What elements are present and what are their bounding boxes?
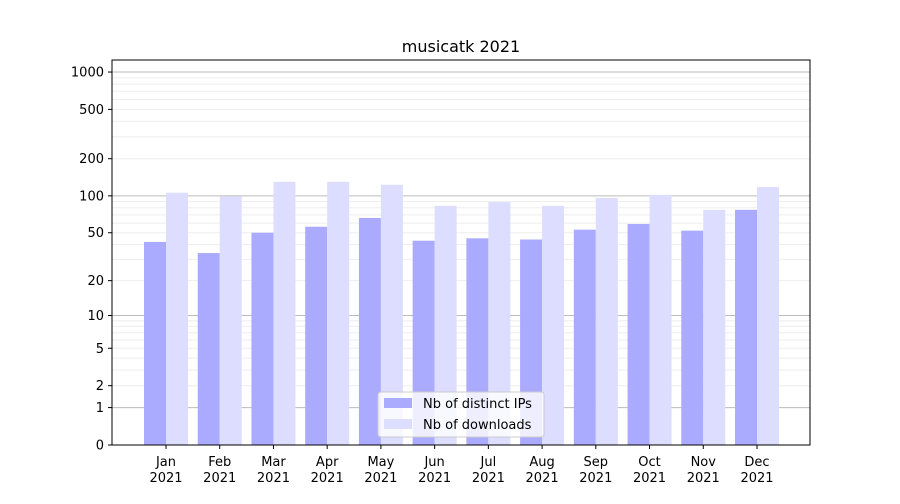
x-tick-label: Nov (691, 455, 717, 470)
chart-title: musicatk 2021 (402, 37, 520, 56)
x-tick-label: 2021 (687, 471, 720, 486)
bar-distinct-ips (681, 230, 704, 445)
bar-downloads (595, 198, 618, 445)
y-tick-label: 1000 (71, 66, 104, 81)
x-tick-label: 2021 (257, 471, 290, 486)
x-tick-label: Dec (744, 455, 769, 470)
y-tick-label: 200 (79, 152, 104, 167)
y-tick-label: 50 (87, 226, 104, 241)
x-tick-label: 2021 (633, 471, 666, 486)
x-tick-label: Jun (423, 455, 444, 470)
legend-label-ips: Nb of distinct IPs (423, 397, 532, 412)
legend-label-downloads: Nb of downloads (423, 418, 532, 433)
x-tick-label: 2021 (149, 471, 182, 486)
bar-downloads (327, 181, 350, 445)
bar-distinct-ips (735, 209, 757, 445)
x-tick-label: Jul (480, 455, 497, 470)
bar-distinct-ips (305, 226, 328, 445)
y-axis: 0 1 2 5 10 20 50 100 200 500 1000 (71, 66, 112, 454)
x-tick-label: 2021 (526, 471, 559, 486)
legend-swatch-ips (384, 398, 412, 408)
x-axis: Jan2021Feb2021Mar2021Apr2021May2021Jun20… (149, 445, 774, 486)
bar-distinct-ips (358, 218, 381, 445)
bar-distinct-ips (144, 241, 166, 445)
legend-swatch-downloads (384, 419, 412, 429)
x-tick-label: 2021 (311, 471, 344, 486)
bar-downloads (434, 205, 457, 445)
y-tick-label: 2 (96, 379, 104, 394)
y-tick-label: 20 (87, 274, 104, 289)
y-tick-label: 1 (96, 401, 104, 416)
bars (144, 181, 779, 445)
bar-downloads (757, 187, 779, 445)
bar-downloads (219, 196, 242, 445)
legend-box (377, 391, 545, 438)
x-tick-label: Jan (155, 455, 176, 470)
x-tick-label: 2021 (472, 471, 505, 486)
bar-downloads (542, 205, 565, 445)
x-tick-label: Oct (638, 455, 660, 470)
bar-downloads (273, 181, 296, 445)
x-tick-label: Mar (261, 455, 286, 470)
x-tick-label: Apr (316, 455, 339, 470)
y-tick-label: 5 (96, 342, 104, 357)
bar-distinct-ips (573, 229, 596, 445)
x-tick-label: Aug (529, 455, 554, 470)
x-tick-label: 2021 (579, 471, 612, 486)
bar-downloads (649, 194, 672, 445)
axes-frame (111, 59, 811, 446)
x-tick-label: 2021 (418, 471, 451, 486)
bar-downloads (703, 209, 726, 445)
y-tick-label: 10 (87, 309, 104, 324)
bar-distinct-ips (197, 253, 220, 445)
bar-distinct-ips (627, 223, 650, 445)
bar-downloads (380, 184, 403, 445)
bar-distinct-ips (251, 232, 274, 445)
x-tick-label: 2021 (203, 471, 236, 486)
x-tick-label: Sep (584, 455, 609, 470)
x-tick-label: 2021 (740, 471, 773, 486)
x-tick-label: May (367, 455, 394, 470)
y-tick-label: 500 (79, 103, 104, 118)
x-tick-label: Feb (208, 455, 231, 470)
legend: Nb of distinct IPs Nb of downloads (377, 391, 545, 438)
bar-downloads (488, 202, 511, 445)
x-tick-label: 2021 (364, 471, 397, 486)
y-tick-label: 100 (79, 189, 104, 204)
y-tick-label: 0 (96, 439, 104, 454)
bar-downloads (166, 192, 188, 445)
